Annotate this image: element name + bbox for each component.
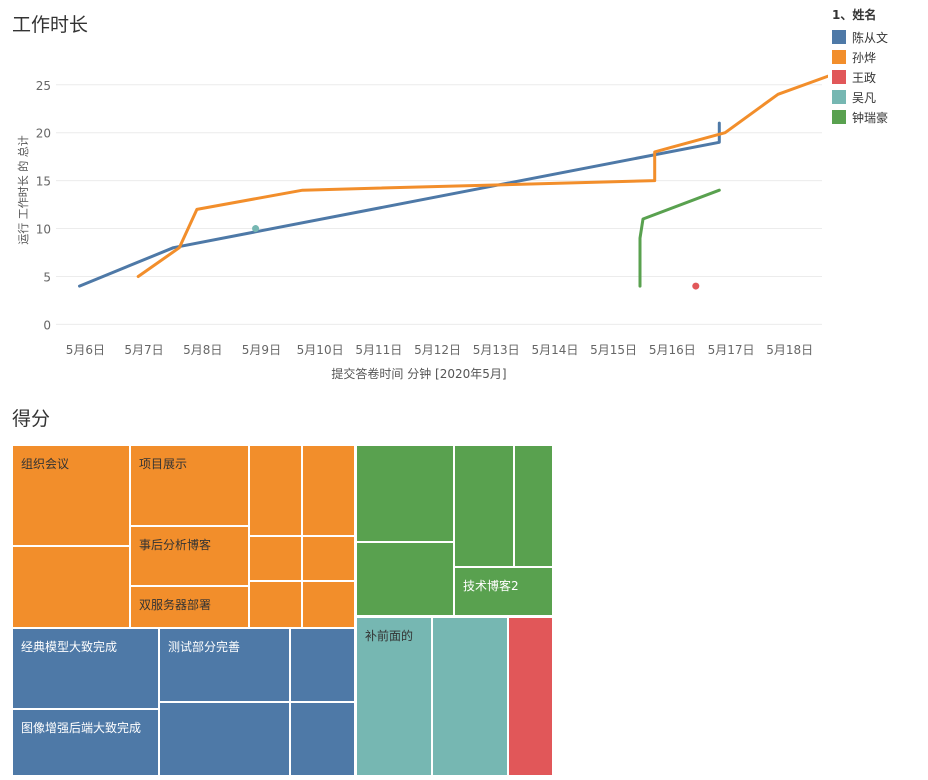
- x-axis-title: 提交答卷时间 分钟 [2020年5月]: [331, 366, 506, 381]
- x-tick-label: 5月17日: [708, 343, 755, 357]
- treemap-cell[interactable]: 图像增强后端大致完成: [12, 709, 159, 776]
- legend-swatch: [832, 50, 846, 64]
- series-point: [692, 282, 700, 290]
- treemap-cell[interactable]: 事后分析博客: [130, 526, 249, 586]
- treemap-cell-label: 组织会议: [21, 457, 70, 471]
- legend-label: 王政: [852, 70, 877, 85]
- x-tick-label: 5月14日: [531, 343, 578, 357]
- legend-title: 1、姓名: [832, 8, 877, 22]
- treemap-cell-label: 测试部分完善: [168, 640, 241, 654]
- legend-item-zhong[interactable]: 钟瑞豪: [832, 107, 888, 127]
- legend-swatch: [832, 70, 846, 84]
- treemap-cell[interactable]: [249, 445, 302, 536]
- treemap-cell[interactable]: 技术博客2: [454, 567, 553, 616]
- legend-item-wu[interactable]: 吴凡: [832, 87, 888, 107]
- y-tick-label: 5: [43, 270, 51, 284]
- x-tick-label: 5月10日: [297, 343, 344, 357]
- treemap-title: 得分: [12, 408, 51, 430]
- x-tick-label: 5月7日: [124, 343, 163, 357]
- y-axis-title: 运行 工作时长 的 总计: [16, 135, 30, 245]
- legend-swatch: [832, 110, 846, 124]
- treemap-cell-label: 经典模型大致完成: [21, 640, 118, 654]
- series-line: [136, 74, 828, 278]
- legend-label: 孙烨: [852, 50, 877, 65]
- treemap-cell-label: 双服务器部署: [139, 598, 212, 612]
- treemap-cell[interactable]: [12, 546, 130, 628]
- treemap-cell-label: 事后分析博客: [139, 538, 212, 552]
- treemap-cell[interactable]: [159, 702, 290, 776]
- legend-label: 吴凡: [852, 90, 877, 105]
- treemap-cell[interactable]: 组织会议: [12, 445, 130, 546]
- x-tick-label: 5月11日: [355, 343, 402, 357]
- x-tick-label: 5月18日: [766, 343, 813, 357]
- treemap-cell-label: 补前面的: [365, 629, 414, 643]
- series-line: [638, 188, 721, 288]
- treemap-cell-label: 技术博客2: [463, 579, 519, 593]
- legend-swatch: [832, 30, 846, 44]
- legend-swatch: [832, 90, 846, 104]
- treemap-cell[interactable]: 测试部分完善: [159, 628, 290, 702]
- legend-label: 钟瑞豪: [852, 110, 889, 125]
- treemap-cell[interactable]: [302, 581, 355, 628]
- treemap-cell[interactable]: [302, 536, 355, 581]
- x-tick-label: 5月12日: [414, 343, 461, 357]
- legend-item-wang[interactable]: 王政: [832, 67, 888, 87]
- series-point: [252, 225, 260, 233]
- treemap-cell[interactable]: [290, 702, 355, 776]
- y-tick-label: 25: [36, 79, 51, 93]
- x-tick-label: 5月6日: [66, 343, 105, 357]
- y-tick-label: 10: [36, 223, 51, 237]
- x-tick-label: 5月8日: [183, 343, 222, 357]
- x-tick-label: 5月16日: [649, 343, 696, 357]
- treemap-cell[interactable]: [454, 445, 514, 567]
- y-tick-label: 20: [36, 127, 51, 141]
- legend-label: 陈从文: [852, 30, 889, 45]
- treemap-cell[interactable]: [356, 445, 454, 542]
- treemap-cell-label: 图像增强后端大致完成: [21, 721, 142, 735]
- treemap-cell[interactable]: 补前面的: [356, 617, 432, 776]
- treemap-cell[interactable]: [290, 628, 355, 702]
- treemap-cell[interactable]: [302, 445, 355, 536]
- x-tick-label: 5月13日: [473, 343, 520, 357]
- treemap-cell[interactable]: 双服务器部署: [130, 586, 249, 628]
- legend-item-chen[interactable]: 陈从文: [832, 27, 888, 47]
- treemap-cell[interactable]: [249, 581, 302, 628]
- line-chart: 0 5 10 15 20 25 5月6日 5月7日 5月8日 5月9日 5月10日 5月11日 5月12…: [16, 74, 828, 381]
- treemap-cell[interactable]: 经典模型大致完成: [12, 628, 159, 709]
- x-tick-label: 5月9日: [242, 343, 281, 357]
- series-line: [78, 121, 721, 288]
- y-tick-label: 0: [43, 318, 51, 332]
- y-tick-label: 15: [36, 175, 51, 189]
- treemap-cell[interactable]: [356, 542, 454, 616]
- treemap-cell-label: 项目展示: [139, 457, 188, 471]
- treemap-cell[interactable]: 项目展示: [130, 445, 249, 526]
- x-tick-label: 5月15日: [590, 343, 637, 357]
- treemap-cell[interactable]: [432, 617, 508, 776]
- legend-item-sun[interactable]: 孙烨: [832, 47, 888, 67]
- line-chart-title: 工作时长: [12, 14, 89, 36]
- treemap-cell[interactable]: [508, 617, 553, 776]
- legend: 1、姓名 陈从文 孙烨 王政 吴凡 钟瑞豪: [832, 6, 888, 127]
- treemap-cell[interactable]: [249, 536, 302, 581]
- treemap-cell[interactable]: [514, 445, 553, 567]
